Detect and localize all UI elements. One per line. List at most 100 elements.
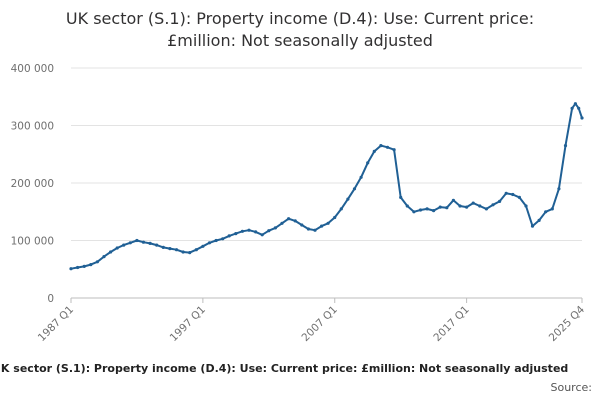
y-tick-label: 400 000: [11, 63, 54, 75]
data-point: [465, 205, 469, 209]
data-point: [580, 116, 584, 120]
data-point: [273, 226, 277, 230]
data-point: [109, 250, 113, 254]
data-point: [76, 265, 80, 270]
x-tick-label: 1997 Q1: [168, 304, 208, 344]
data-point: [412, 210, 416, 214]
data-point: [69, 267, 73, 271]
data-point: [399, 195, 403, 199]
series-layer: [69, 102, 584, 271]
series-line: [70, 102, 583, 270]
data-point: [372, 149, 376, 153]
data-point: [188, 251, 192, 255]
y-tick-label: 200 000: [11, 178, 54, 190]
data-point: [168, 247, 172, 251]
data-point: [366, 161, 370, 165]
data-point: [313, 228, 317, 232]
data-point: [451, 198, 455, 202]
data-point: [385, 145, 390, 149]
y-axis-ticks: 0 100 000 200 000 300 000 400 000: [11, 63, 54, 305]
data-point: [333, 215, 337, 220]
data-point: [174, 248, 179, 252]
data-point: [306, 227, 310, 231]
data-point: [517, 195, 522, 199]
data-point: [287, 217, 291, 221]
data-point: [326, 221, 330, 225]
data-point: [280, 221, 284, 225]
x-tick-label: 2025 Q4: [547, 303, 588, 344]
data-point: [563, 144, 568, 148]
data-point: [89, 263, 93, 267]
data-point: [418, 208, 423, 212]
data-point: [530, 224, 535, 228]
data-point: [570, 106, 574, 110]
data-point: [234, 232, 238, 236]
data-point: [320, 224, 324, 228]
data-point: [240, 229, 244, 233]
data-point: [484, 207, 488, 211]
data-point: [432, 209, 436, 213]
data-point: [207, 241, 212, 245]
chart-caption: UK sector (S.1): Property income (D.4): …: [0, 362, 568, 375]
data-point: [221, 237, 225, 241]
data-point: [346, 197, 350, 201]
data-point: [135, 238, 139, 243]
data-point: [254, 230, 258, 234]
x-tick-label: 1987 Q1: [36, 304, 76, 344]
data-point: [478, 204, 482, 208]
data-point: [201, 244, 205, 248]
source-label: Source:: [551, 381, 593, 394]
data-point: [214, 238, 218, 243]
data-point: [339, 207, 343, 211]
data-point: [471, 201, 475, 205]
data-point: [181, 250, 185, 254]
data-point: [194, 248, 198, 252]
data-point: [379, 144, 383, 148]
grid: [71, 67, 582, 299]
data-point: [498, 199, 502, 203]
chart-title-line-1: UK sector (S.1): Property income (D.4): …: [66, 9, 534, 28]
data-point: [359, 175, 363, 179]
data-point: [445, 206, 449, 210]
data-point: [573, 102, 578, 106]
x-tick-label: 2007 Q1: [300, 304, 340, 344]
data-point: [352, 187, 357, 191]
data-point: [458, 204, 462, 208]
y-tick-label: 0: [47, 293, 54, 305]
chart-title-line-2: £million: Not seasonally adjusted: [167, 31, 433, 50]
data-point: [161, 245, 165, 249]
data-point: [511, 192, 515, 197]
data-point: [115, 246, 119, 250]
x-axis-ticks: 1987 Q1 1997 Q1 2007 Q1 2017 Q1 2025 Q4: [36, 298, 588, 344]
data-point: [227, 234, 231, 238]
data-point: [392, 148, 396, 152]
data-point: [128, 241, 132, 245]
data-point: [550, 207, 554, 211]
data-point: [300, 223, 304, 227]
data-point: [491, 203, 495, 207]
data-point: [260, 233, 264, 237]
data-point: [557, 187, 561, 191]
data-point: [155, 243, 159, 247]
y-tick-label: 300 000: [11, 121, 54, 133]
data-point: [405, 204, 409, 208]
data-point: [537, 218, 541, 222]
data-point: [95, 260, 99, 264]
data-point: [267, 229, 271, 233]
data-point: [122, 243, 126, 247]
y-tick-label: 100 000: [11, 236, 54, 248]
data-point: [141, 240, 146, 244]
x-tick-label: 2017 Q1: [431, 304, 471, 344]
data-point: [82, 264, 86, 268]
data-point: [293, 219, 297, 223]
data-point: [524, 204, 528, 208]
data-point: [425, 207, 429, 211]
data-point: [438, 205, 442, 209]
data-point: [102, 255, 106, 259]
data-point: [148, 241, 152, 245]
data-point: [577, 106, 581, 110]
data-point: [247, 228, 251, 232]
data-point: [544, 210, 548, 214]
data-point: [504, 191, 508, 195]
